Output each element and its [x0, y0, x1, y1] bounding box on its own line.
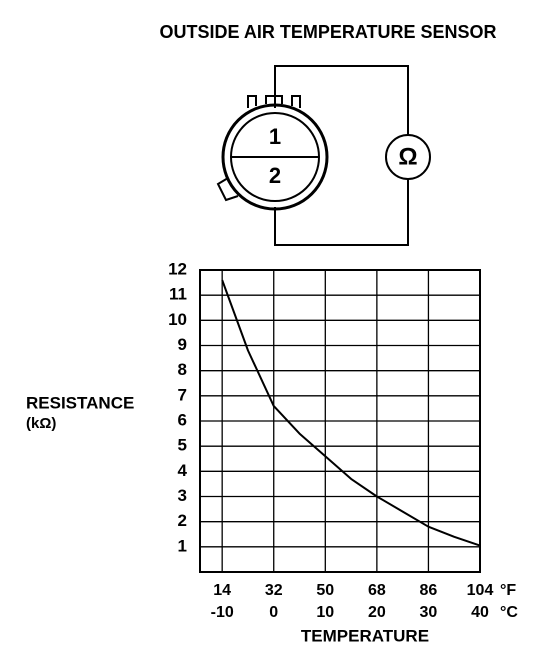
x-tick-label: 20: [368, 604, 386, 621]
y-axis-unit: (kΩ): [26, 415, 56, 432]
y-tick-label: 10: [168, 310, 187, 329]
chart-title: OUTSIDE AIR TEMPERATURE SENSOR: [159, 22, 496, 42]
x2-unit: °F: [500, 582, 516, 599]
pin-label: 2: [269, 163, 281, 188]
resistance-curve: [221, 279, 481, 547]
x2-tick-label: 104: [467, 582, 494, 599]
y-tick-label: 9: [178, 335, 187, 354]
x2-tick-label: 32: [265, 582, 283, 599]
wire: [274, 179, 409, 246]
y-tick-label: 8: [178, 360, 187, 379]
sensor-diagram: [216, 65, 431, 246]
y-tick-label: 1: [178, 536, 187, 555]
y-tick-label: 6: [178, 410, 187, 429]
pin-label: 1: [269, 124, 281, 149]
connector-outer: [221, 103, 329, 211]
wire: [274, 65, 409, 135]
x-tick-label: 40: [471, 604, 489, 621]
ohmmeter: [385, 134, 431, 180]
x2-tick-label: 50: [316, 582, 334, 599]
x-tick-label: 0: [269, 604, 278, 621]
x2-tick-label: 14: [213, 582, 231, 599]
meter-symbol: Ω: [398, 143, 417, 170]
tabs: [247, 95, 301, 108]
latch: [216, 177, 239, 202]
x-unit: °C: [500, 604, 518, 621]
y-tick-label: 2: [178, 511, 187, 530]
y-tick-label: 11: [169, 285, 187, 304]
y-tick-label: 5: [178, 436, 187, 455]
y-tick-label: 12: [168, 259, 187, 278]
x2-tick-label: 68: [368, 582, 386, 599]
y-tick-label: 4: [178, 461, 188, 480]
y-tick-label: 3: [178, 486, 187, 505]
x-tick-label: -10: [211, 604, 234, 621]
x-tick-label: 10: [316, 604, 334, 621]
x-tick-label: 30: [420, 604, 438, 621]
x-axis-label: TEMPERATURE: [301, 626, 429, 645]
y-tick-label: 7: [178, 385, 187, 404]
x2-tick-label: 86: [420, 582, 438, 599]
y-axis-label: RESISTANCE: [26, 393, 134, 412]
